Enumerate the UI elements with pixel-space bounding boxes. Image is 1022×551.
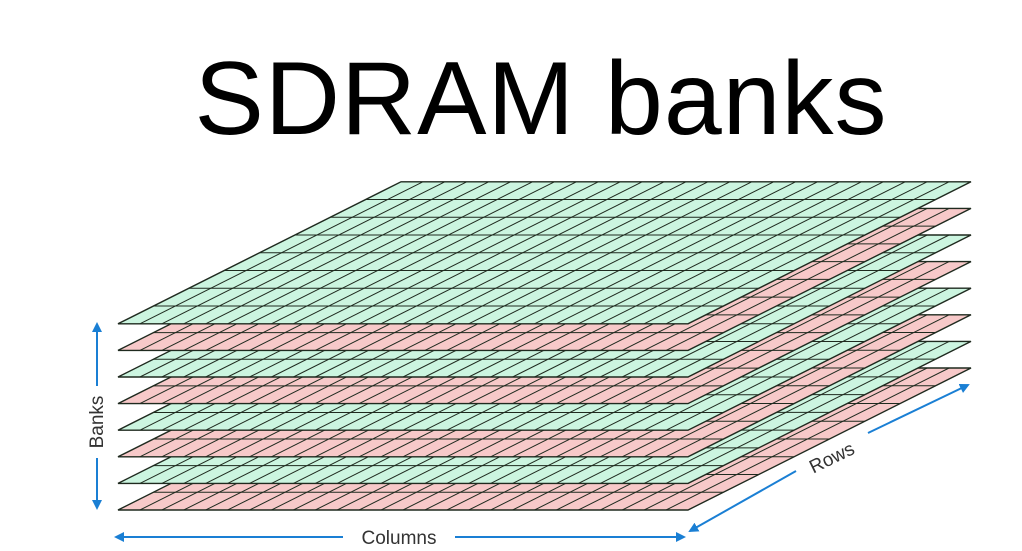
banks-label: Banks bbox=[87, 396, 108, 449]
slide-title: SDRAM banks bbox=[194, 41, 888, 157]
rows-arrow-lower bbox=[688, 470, 797, 532]
bank-layers bbox=[117, 181, 972, 511]
columns-label: Columns bbox=[362, 528, 437, 549]
rows-arrow-upper bbox=[867, 383, 970, 434]
bank-layer-green bbox=[117, 181, 972, 325]
